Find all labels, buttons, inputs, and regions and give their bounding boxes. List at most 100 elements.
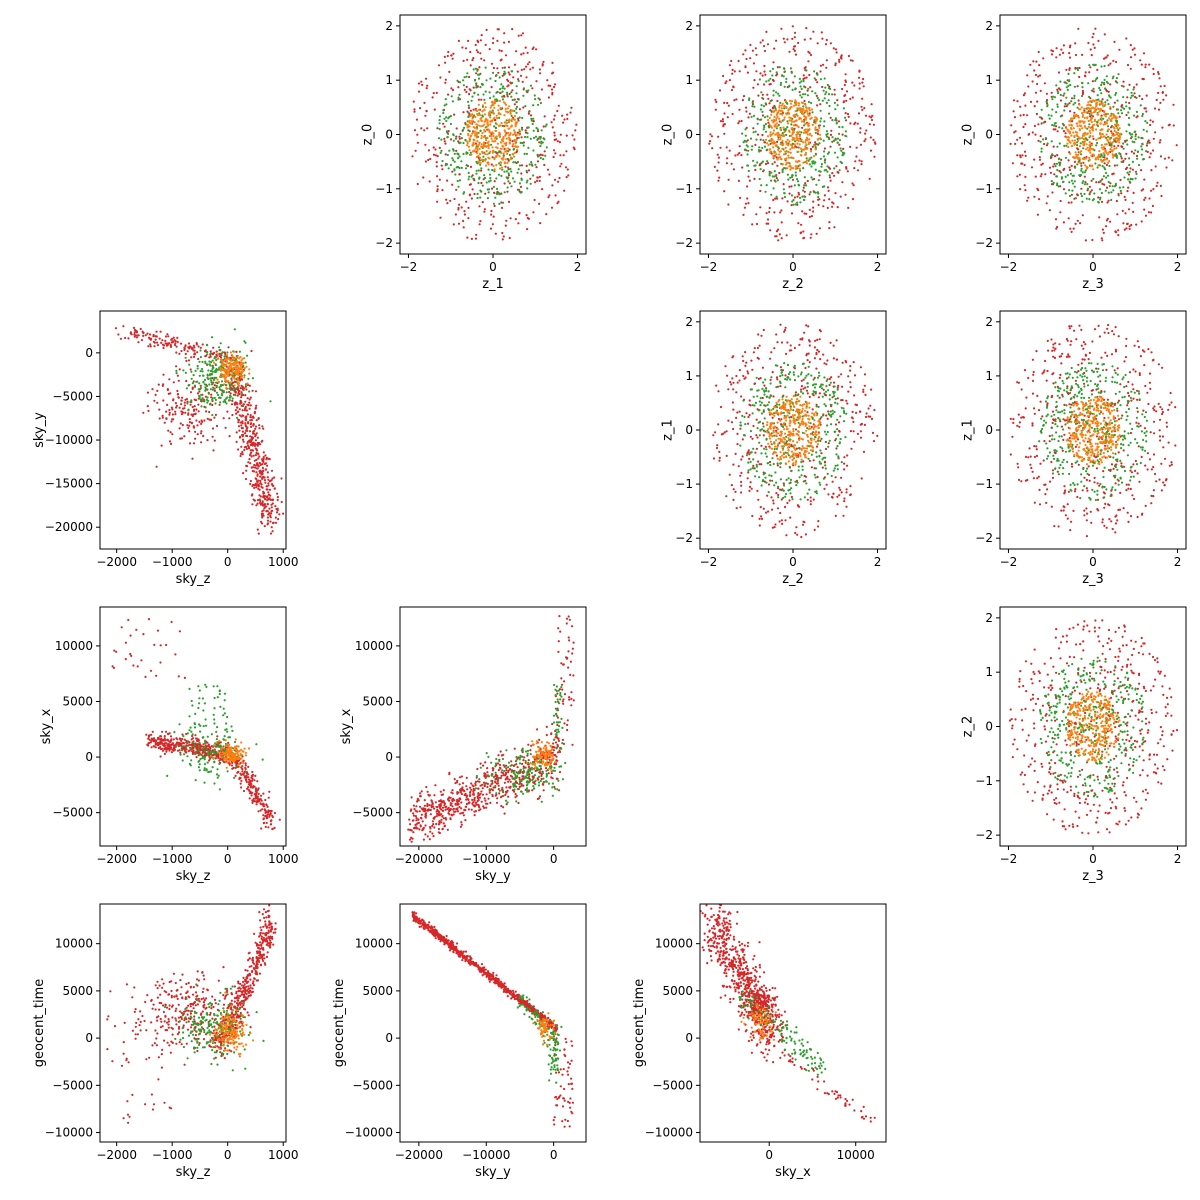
x-axis-label: z_3 xyxy=(1082,277,1104,292)
point-middle xyxy=(1093,64,1096,67)
point-outer xyxy=(1026,199,1029,202)
point-middle xyxy=(827,99,830,102)
point-outer xyxy=(497,71,500,74)
point-outer xyxy=(423,101,426,104)
point-middle xyxy=(1073,94,1076,97)
point-inner xyxy=(792,167,795,170)
point-inner xyxy=(476,132,479,135)
point-outer xyxy=(738,108,741,111)
point-inner xyxy=(486,119,489,122)
point-outer xyxy=(436,127,439,130)
point-outer xyxy=(727,104,730,107)
y-tick-label: −1 xyxy=(375,182,393,196)
point-outer xyxy=(174,402,177,405)
point-middle xyxy=(811,162,814,165)
point-middle xyxy=(525,89,528,93)
point-outer xyxy=(783,41,786,44)
point-middle xyxy=(1108,185,1111,188)
point-inner xyxy=(500,121,503,125)
point-outer xyxy=(1113,145,1116,148)
point-inner xyxy=(1081,115,1084,118)
point-outer xyxy=(1159,101,1162,104)
point-inner xyxy=(220,372,223,376)
point-middle xyxy=(794,171,797,174)
point-outer xyxy=(239,454,242,458)
point-outer xyxy=(790,495,794,499)
point-outer xyxy=(493,191,496,194)
point-outer xyxy=(1148,141,1151,144)
point-inner xyxy=(784,140,788,143)
point-middle xyxy=(218,396,221,399)
point-inner xyxy=(1102,152,1105,155)
point-inner xyxy=(1078,157,1081,160)
point-outer xyxy=(262,459,265,462)
point-middle xyxy=(235,416,239,419)
point-inner xyxy=(476,140,479,143)
point-middle xyxy=(1055,84,1058,87)
point-outer xyxy=(475,82,478,85)
point-outer xyxy=(829,179,832,182)
point-middle xyxy=(787,178,790,181)
point-middle xyxy=(771,74,774,77)
point-middle xyxy=(828,112,831,115)
point-outer xyxy=(834,62,837,65)
point-outer xyxy=(1121,104,1124,107)
point-outer xyxy=(1042,57,1045,60)
point-middle xyxy=(1137,136,1140,139)
point-middle xyxy=(468,175,471,178)
point-middle xyxy=(515,111,518,114)
point-outer xyxy=(723,123,727,126)
point-inner xyxy=(1095,102,1098,105)
point-middle xyxy=(833,101,837,104)
point-outer xyxy=(269,479,272,482)
point-middle xyxy=(529,137,532,140)
point-outer xyxy=(841,181,844,184)
point-middle xyxy=(1069,83,1072,87)
point-outer xyxy=(809,86,812,89)
point-middle xyxy=(477,181,480,185)
point-outer xyxy=(1109,182,1112,185)
point-inner xyxy=(802,148,805,151)
point-outer xyxy=(838,58,841,62)
point-middle xyxy=(1071,189,1074,192)
point-outer xyxy=(208,356,211,359)
point-middle xyxy=(483,176,487,180)
point-outer xyxy=(525,214,528,217)
point-outer xyxy=(250,455,253,458)
point-inner xyxy=(771,138,774,141)
point-outer xyxy=(1040,122,1043,125)
point-outer xyxy=(1150,189,1153,192)
point-middle xyxy=(1126,143,1129,146)
point-middle xyxy=(1065,86,1068,89)
point-outer xyxy=(501,74,504,77)
point-outer xyxy=(223,351,226,354)
point-inner xyxy=(789,151,792,154)
point-middle xyxy=(238,350,241,353)
point-middle xyxy=(477,73,480,76)
point-outer xyxy=(168,411,171,414)
point-middle xyxy=(447,132,450,135)
point-inner xyxy=(472,126,475,129)
point-middle xyxy=(744,128,747,131)
point-outer xyxy=(170,420,173,423)
point-outer xyxy=(241,450,244,454)
point-outer xyxy=(525,76,528,79)
point-inner xyxy=(237,384,241,387)
point-outer xyxy=(830,129,833,132)
point-middle xyxy=(513,180,516,183)
point-inner xyxy=(476,152,479,155)
point-outer xyxy=(177,379,180,382)
point-middle xyxy=(518,164,522,167)
point-middle xyxy=(772,94,775,97)
point-middle xyxy=(769,70,772,73)
point-outer xyxy=(786,38,789,41)
point-middle xyxy=(1123,176,1126,179)
point-middle xyxy=(202,374,205,377)
point-outer xyxy=(263,525,266,528)
x-tick-label: −2000 xyxy=(96,555,137,569)
point-outer xyxy=(490,163,493,166)
point-outer xyxy=(841,133,844,136)
point-outer xyxy=(249,404,252,407)
point-outer xyxy=(265,488,268,491)
point-middle xyxy=(800,96,803,99)
